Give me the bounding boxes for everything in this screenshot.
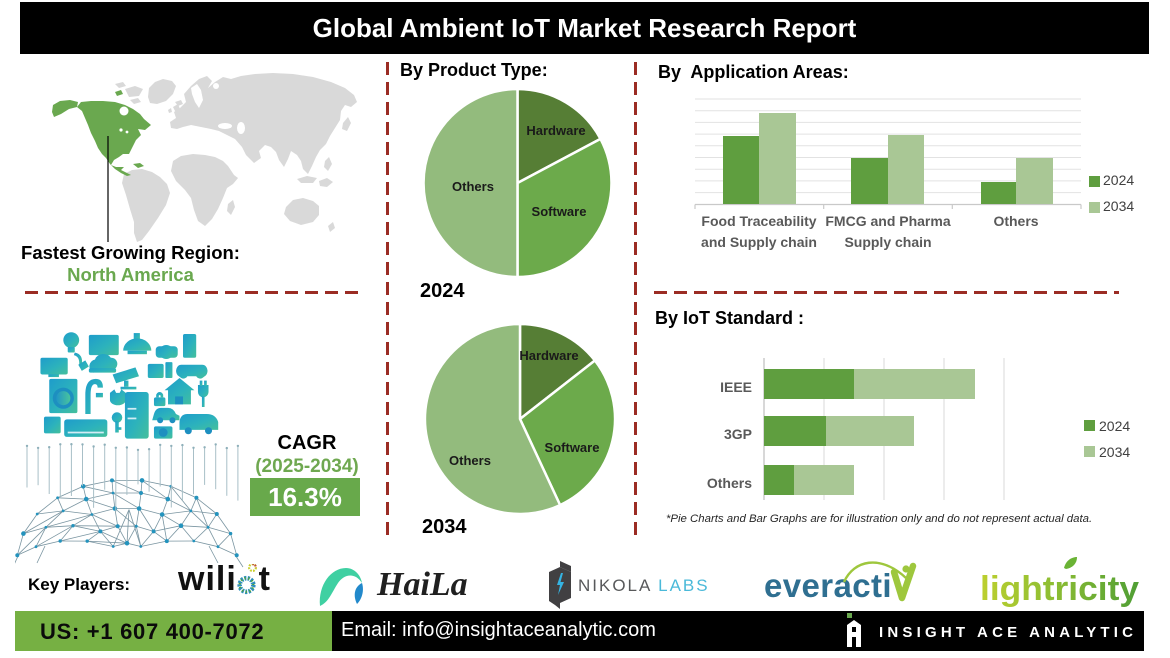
svg-text:lightricity: lightricity [980,570,1139,608]
svg-text:Software: Software [545,440,600,455]
svg-text:Software: Software [532,204,587,219]
svg-text:Hardware: Hardware [526,123,585,138]
svg-text:Others: Others [449,453,491,468]
svg-text:Others: Others [452,179,494,194]
svg-text:Hardware: Hardware [519,348,578,363]
